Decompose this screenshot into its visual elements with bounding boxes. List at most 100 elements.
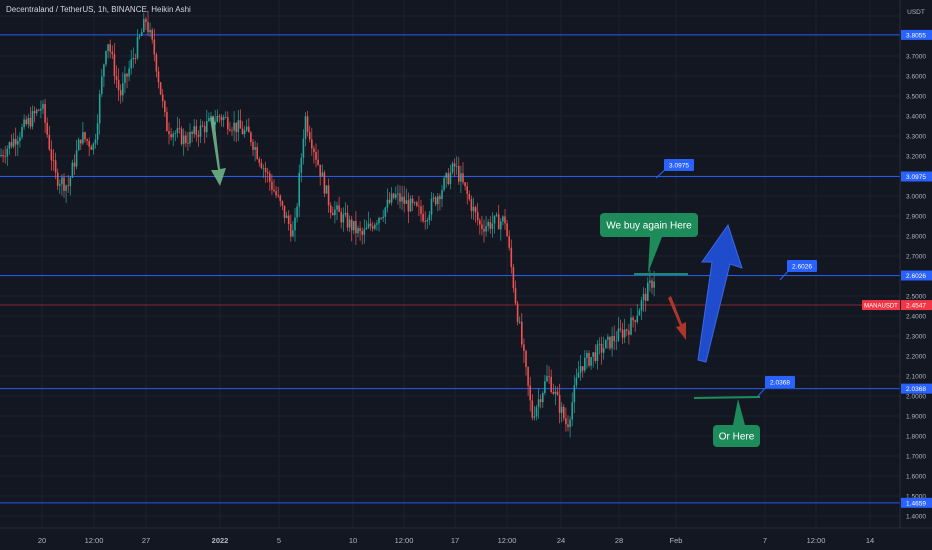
candle-body xyxy=(539,399,542,403)
candle-body xyxy=(2,154,4,157)
candle-body xyxy=(395,194,397,198)
candle-body xyxy=(151,29,153,40)
candle-body xyxy=(46,122,48,135)
candle-body xyxy=(363,229,366,235)
candle-body xyxy=(155,54,158,72)
candle-body xyxy=(546,376,548,382)
candle-body xyxy=(426,220,429,222)
candle-body xyxy=(227,117,229,130)
candle-body xyxy=(447,173,450,185)
price-axis-tick: 1.9000 xyxy=(906,414,926,421)
candle-body xyxy=(75,150,78,167)
candle-body xyxy=(369,223,372,227)
candle-body xyxy=(397,193,399,195)
candle-body xyxy=(495,214,498,216)
candle-body xyxy=(527,366,529,386)
candle-body xyxy=(468,194,471,200)
candle-body xyxy=(386,199,389,208)
candle-body xyxy=(623,329,626,338)
annotation-label: We buy again Here xyxy=(606,221,692,232)
candle-body xyxy=(636,315,639,322)
candle-body xyxy=(23,119,25,128)
candle-body xyxy=(180,128,183,145)
price-axis-tick: 2.7000 xyxy=(906,254,926,261)
candle-body xyxy=(298,172,300,207)
price-axis-tick: 1.5000 xyxy=(906,494,926,501)
candle-body xyxy=(542,393,544,403)
candle-body xyxy=(294,217,296,231)
candle-body xyxy=(535,407,538,417)
candle-body xyxy=(98,93,101,124)
candle-body xyxy=(164,101,166,112)
candle-body xyxy=(101,76,103,94)
candle-body xyxy=(489,222,492,229)
candle-body xyxy=(166,111,168,132)
candle-body xyxy=(596,344,599,362)
candle-body xyxy=(10,142,13,147)
price-axis-tick: 2.5000 xyxy=(906,294,926,301)
candle-body xyxy=(617,328,620,341)
candle-body xyxy=(161,94,164,102)
candle-body xyxy=(432,197,435,199)
candle-body xyxy=(313,148,315,153)
annotation-label: Or Here xyxy=(719,432,755,443)
candle-body xyxy=(31,111,34,127)
candle-body xyxy=(44,104,46,123)
candle-body xyxy=(317,159,319,165)
price-axis-tick: 2.2000 xyxy=(906,354,926,361)
candle-body xyxy=(8,142,11,149)
candle-body xyxy=(260,162,263,169)
time-axis-tick: 24 xyxy=(557,536,565,545)
candle-body xyxy=(638,310,641,316)
candle-body xyxy=(529,385,531,401)
candle-body xyxy=(145,19,147,23)
candle-body xyxy=(399,193,401,202)
candle-body xyxy=(416,202,418,206)
candle-body xyxy=(243,130,246,135)
price-axis-marker-label: 1.4659 xyxy=(906,500,926,507)
candle-body xyxy=(533,416,536,418)
price-axis-marker-label: 2.4547 xyxy=(906,303,926,310)
annotation-bubble xyxy=(600,213,698,237)
candle-body xyxy=(355,221,357,234)
candle-body xyxy=(94,139,97,144)
candle-body xyxy=(27,117,30,125)
green-down-arrow xyxy=(210,117,226,186)
price-axis-tick: 1.8000 xyxy=(906,434,926,441)
candle-body xyxy=(579,366,582,373)
candle-body xyxy=(575,377,578,386)
candle-body xyxy=(418,205,420,207)
candle-body xyxy=(359,228,361,231)
candle-body xyxy=(6,148,9,157)
candle-body xyxy=(117,79,120,91)
candle-body xyxy=(401,196,403,202)
price-axis-marker-label: 3.8055 xyxy=(906,32,926,39)
candle-body xyxy=(462,173,464,183)
candle-body xyxy=(84,132,86,140)
candle-body xyxy=(4,156,6,158)
candle-body xyxy=(430,198,433,215)
candle-body xyxy=(306,116,309,132)
candle-body xyxy=(487,222,489,227)
price-callout-label: 3.0975 xyxy=(669,163,689,170)
candle-body xyxy=(512,267,515,289)
candle-body xyxy=(178,128,181,130)
candle-body xyxy=(493,215,496,224)
candle-body xyxy=(233,122,235,131)
candle-body xyxy=(187,143,189,144)
candle-body xyxy=(649,280,651,283)
price-axis-tick: 1.6000 xyxy=(906,474,926,481)
candle-body xyxy=(466,186,468,195)
candle-body xyxy=(497,214,500,230)
candle-body xyxy=(308,131,311,140)
symbol-price-tag-label: MANAUSDT xyxy=(864,304,898,310)
candle-body xyxy=(613,335,615,342)
candle-body xyxy=(405,200,408,204)
candle-body xyxy=(222,117,225,121)
candle-body xyxy=(481,224,483,229)
candle-body xyxy=(128,68,130,77)
candle-body xyxy=(168,131,170,135)
candle-body xyxy=(323,172,326,194)
candle-body xyxy=(483,228,485,232)
